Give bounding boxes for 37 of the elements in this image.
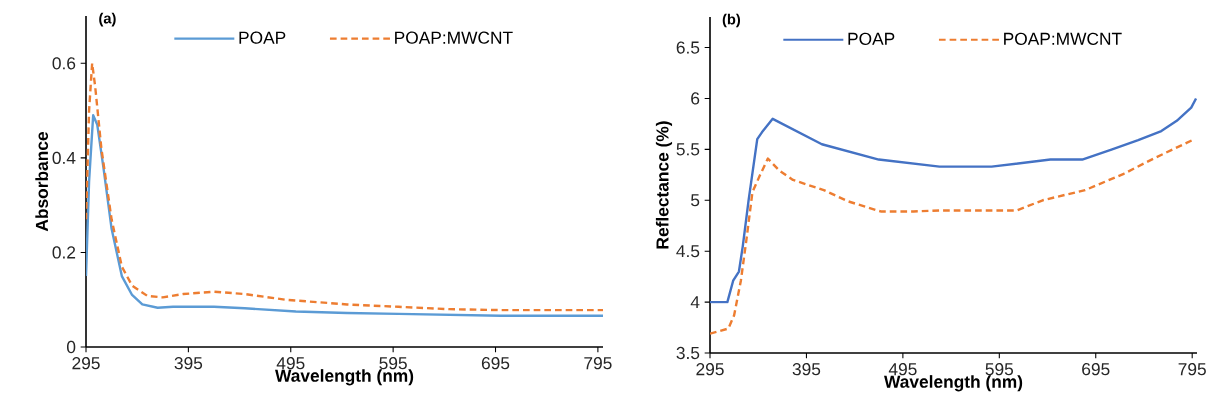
y-tick-label: 0.2	[52, 246, 76, 259]
x-tick-label: 495	[276, 357, 305, 370]
x-tick-label: 695	[1082, 363, 1110, 376]
x-tick-label: 595	[379, 357, 407, 370]
x-tick-label: 295	[72, 357, 100, 370]
y-tick-label: 5	[691, 194, 700, 207]
chart-title: (a)	[99, 12, 116, 27]
y-tick-label: 0.6	[52, 57, 76, 70]
legend-label: POAP	[239, 31, 286, 44]
y-tick-label: 0.4	[52, 151, 76, 164]
y-tick-label: 5.5	[676, 143, 700, 156]
y-tick-label: 4	[690, 296, 700, 309]
x-tick-label: 295	[696, 363, 724, 376]
y-tick-label: 6	[691, 92, 700, 105]
y-tick-label: 4.5	[676, 245, 700, 258]
y-tick-label: 6.5	[676, 41, 700, 54]
x-tick-label: 795	[584, 357, 612, 370]
y-tick-label: 3.5	[676, 346, 700, 360]
x-tick-label: 695	[481, 357, 510, 370]
x-tick-label: 495	[888, 363, 917, 376]
x-tick-label: 795	[1178, 363, 1206, 376]
chart-title: (b)	[722, 13, 741, 28]
line-series	[86, 114, 604, 317]
legend-label: POAP:MWCNT	[395, 31, 513, 44]
x-axis-title: Wavelength (nm)	[275, 369, 414, 386]
x-tick-label: 395	[174, 357, 203, 370]
x-tick-label: 395	[792, 363, 821, 376]
legend-label: POAP	[848, 32, 895, 45]
y-axis-title: Reflectance (%)	[655, 121, 673, 249]
y-axis-title: Absorbance	[35, 132, 49, 232]
line-series	[710, 97, 1198, 304]
x-tick-label: 595	[985, 363, 1014, 376]
line-series	[86, 62, 604, 312]
y-tick-label: 0	[66, 340, 76, 354]
line-series	[710, 139, 1194, 335]
legend-label: POAP:MWCNT	[1004, 32, 1122, 45]
x-axis-title: Wavelength (nm)	[884, 375, 1023, 392]
